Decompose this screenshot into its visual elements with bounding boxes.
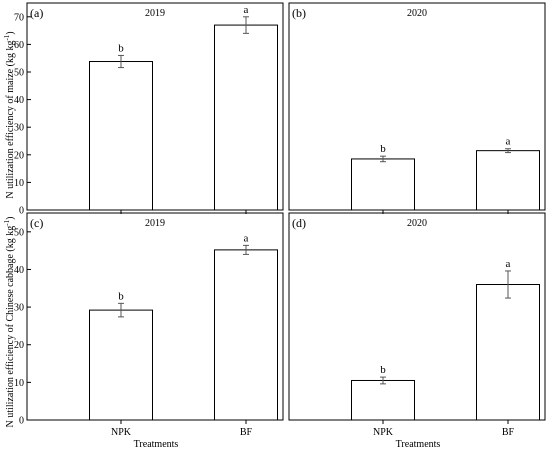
- significance-letter: a: [506, 258, 511, 270]
- panel-label: (d): [292, 216, 306, 230]
- significance-letter: a: [244, 4, 249, 16]
- y-tick-label: 0: [19, 416, 24, 427]
- significance-letter: a: [244, 232, 249, 244]
- y-tick-label: 20: [14, 150, 24, 161]
- chart-panel-2: (b) 2020 b a: [288, 2, 546, 214]
- plot-frame: [288, 212, 546, 421]
- significance-letter: b: [118, 290, 124, 302]
- panels: 0 10 20 30 40 50 60 70 (a) 2019 b a (b) 2020 b a 0 10 20 30…: [14, 2, 546, 438]
- y-tick-label: 40: [14, 95, 24, 106]
- y-tick-label: 30: [14, 303, 24, 314]
- x-tick-label: BF: [502, 427, 515, 438]
- panel-year: 2020: [407, 218, 427, 229]
- bar-npk: [89, 309, 153, 421]
- chart-panel-1: 0 10 20 30 40 50 60 70 (a) 2019 b a: [14, 2, 284, 217]
- y-tick-label: 0: [19, 206, 24, 217]
- panel-year: 2019: [145, 218, 165, 229]
- y-tick-label: 40: [14, 265, 24, 276]
- panel-year: 2020: [407, 8, 427, 19]
- y-tick-label: 50: [14, 227, 24, 238]
- panel-label: (a): [30, 6, 43, 20]
- x-axis-label-right: Treatments: [396, 439, 441, 450]
- y-tick-label: 10: [14, 178, 24, 189]
- x-tick-label: NPK: [111, 427, 132, 438]
- y-tick-label: 20: [14, 340, 24, 351]
- x-axis-label-left: Treatments: [134, 439, 179, 450]
- significance-letter: b: [118, 42, 124, 54]
- plot-frame: [26, 212, 284, 421]
- panel-year: 2019: [145, 8, 165, 19]
- bar-bf: [476, 284, 540, 421]
- panel-label: (b): [292, 6, 306, 20]
- chart-panel-3: 0 10 20 30 40 50 (c) 2019 b NPK a BF: [14, 212, 284, 438]
- y-axis-label-bottom: N utilization efficiency of Chinese cabb…: [3, 217, 16, 428]
- x-tick-label: BF: [240, 427, 253, 438]
- bar-bf: [214, 24, 278, 211]
- bar-bf: [214, 249, 278, 421]
- y-tick-label: 70: [14, 12, 24, 23]
- chart-panel-4: (d) 2020 b NPK a BF: [288, 212, 546, 438]
- y-tick-label: 10: [14, 378, 24, 389]
- significance-letter: b: [380, 364, 386, 376]
- bar-npk: [89, 61, 153, 211]
- bar-npk: [351, 379, 415, 421]
- plot-frame: [288, 2, 546, 211]
- y-tick-label: 60: [14, 40, 24, 51]
- bar-npk: [351, 158, 415, 211]
- y-axis-label-top: N utilization efficiency of maize (kg kg…: [3, 31, 16, 198]
- plot-frame: [26, 2, 284, 211]
- x-tick-label: NPK: [373, 427, 394, 438]
- significance-letter: b: [380, 143, 386, 155]
- bar-bf: [476, 150, 540, 211]
- y-tick-label: 30: [14, 123, 24, 134]
- y-tick-label: 50: [14, 68, 24, 79]
- significance-letter: a: [506, 136, 511, 148]
- panel-label: (c): [30, 216, 43, 230]
